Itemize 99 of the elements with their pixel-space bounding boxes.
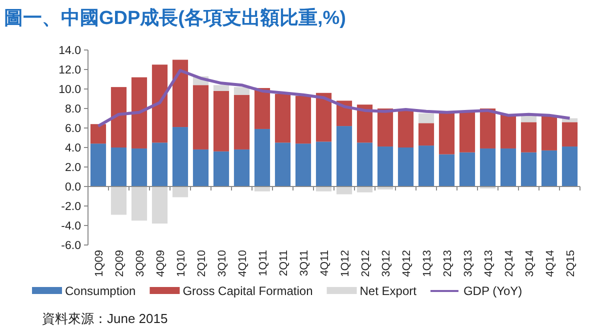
chart-title: 圖一、中國GDP成長(各項支出額比重,%) [4, 7, 346, 29]
bar [295, 96, 312, 144]
bar [213, 151, 230, 186]
bar [438, 113, 455, 154]
bar [377, 108, 394, 147]
bar [356, 186, 373, 192]
bar [356, 142, 373, 186]
bar [438, 154, 455, 186]
bar [336, 126, 352, 186]
y-tick-label: 10.0 [58, 84, 81, 96]
x-tick-label: 3Q12 [380, 250, 392, 277]
y-tick-label: 14.0 [58, 45, 81, 57]
y-tick-label: -4.0 [61, 220, 81, 232]
bar [541, 115, 558, 150]
x-tick-label: 1Q11 [257, 250, 270, 276]
x-tick-label: 2Q12 [360, 250, 372, 277]
bar [172, 127, 188, 186]
bar [398, 110, 414, 148]
legend-label: Gross Capital Formation [182, 284, 313, 298]
bar [213, 85, 230, 91]
bar [562, 146, 578, 186]
source-note: 資料來源：June 2015 [42, 311, 168, 326]
bar [541, 150, 558, 186]
x-tick-label: 4Q09 [154, 250, 167, 277]
bar [110, 87, 127, 148]
y-tick-label: 0.0 [65, 182, 81, 194]
bar [110, 186, 127, 215]
bar [152, 186, 168, 224]
y-tick-label: 4.0 [65, 142, 81, 154]
y-tick-label: 6.0 [65, 123, 81, 135]
x-tick-label: 3Q13 [462, 250, 474, 277]
bar [234, 149, 250, 186]
x-tick-label: 2Q13 [442, 250, 454, 277]
bar [131, 186, 148, 221]
bar [418, 113, 434, 124]
bar [234, 87, 250, 95]
bar [213, 90, 230, 152]
bar [254, 88, 270, 129]
bar [418, 146, 434, 186]
bar [152, 142, 168, 186]
bar [520, 122, 537, 152]
x-tick-label: 1Q13 [421, 250, 434, 277]
bar [131, 77, 148, 148]
x-tick-label: 2Q14 [503, 250, 516, 277]
bar [234, 94, 250, 150]
bar [172, 186, 188, 198]
bar [480, 108, 496, 148]
bar [480, 148, 496, 186]
x-tick-label: 3Q11 [298, 250, 310, 276]
bar [520, 152, 537, 186]
bar [500, 148, 516, 186]
legend-label: GDP (YoY) [463, 284, 522, 298]
x-tick-label: 2Q11 [278, 250, 290, 276]
bar [274, 142, 291, 186]
y-tick-label: 2.0 [65, 162, 81, 174]
x-tick-label: 1Q09 [93, 250, 106, 277]
x-tick-label: 1Q12 [339, 250, 352, 277]
bar [377, 146, 394, 186]
x-tick-label: 2Q15 [564, 250, 577, 277]
bar [110, 148, 127, 186]
x-tick-label: 2Q10 [196, 250, 208, 277]
bar [90, 144, 106, 186]
y-tick-label: -2.0 [61, 201, 81, 213]
bar [90, 124, 106, 144]
bar [254, 128, 270, 186]
bar [562, 122, 578, 147]
bar [356, 104, 373, 143]
bar [316, 142, 332, 186]
legend-label: Net Export [360, 284, 418, 298]
bar [192, 149, 209, 186]
bar [254, 186, 270, 192]
legend-label: Consumption [65, 284, 136, 298]
bar [131, 148, 148, 186]
y-tick-label: 12.0 [58, 64, 81, 76]
bar [316, 92, 332, 142]
x-tick-label: 3Q14 [524, 250, 536, 277]
x-tick-label: 4Q12 [400, 250, 413, 277]
bar [336, 186, 352, 194]
x-tick-label: 4Q10 [236, 250, 249, 277]
bar [500, 114, 516, 148]
bar [295, 144, 312, 186]
bar [152, 64, 168, 143]
x-tick-label: 1Q10 [175, 250, 188, 277]
x-tick-label: 4Q11 [318, 250, 331, 276]
bar [316, 186, 332, 192]
y-tick-label: 8.0 [65, 104, 81, 116]
x-tick-label: 4Q14 [544, 250, 556, 277]
bar [418, 123, 434, 146]
bar [398, 148, 414, 186]
bar [274, 94, 291, 143]
bar [192, 85, 209, 150]
x-tick-label: 2Q09 [114, 250, 126, 277]
x-tick-label: 3Q10 [216, 250, 228, 277]
bar [459, 152, 476, 186]
x-tick-label: 3Q09 [134, 250, 146, 277]
y-tick-label: -6.0 [61, 240, 81, 252]
bar [172, 60, 188, 128]
x-tick-label: 4Q13 [482, 250, 495, 277]
bar [459, 111, 476, 152]
